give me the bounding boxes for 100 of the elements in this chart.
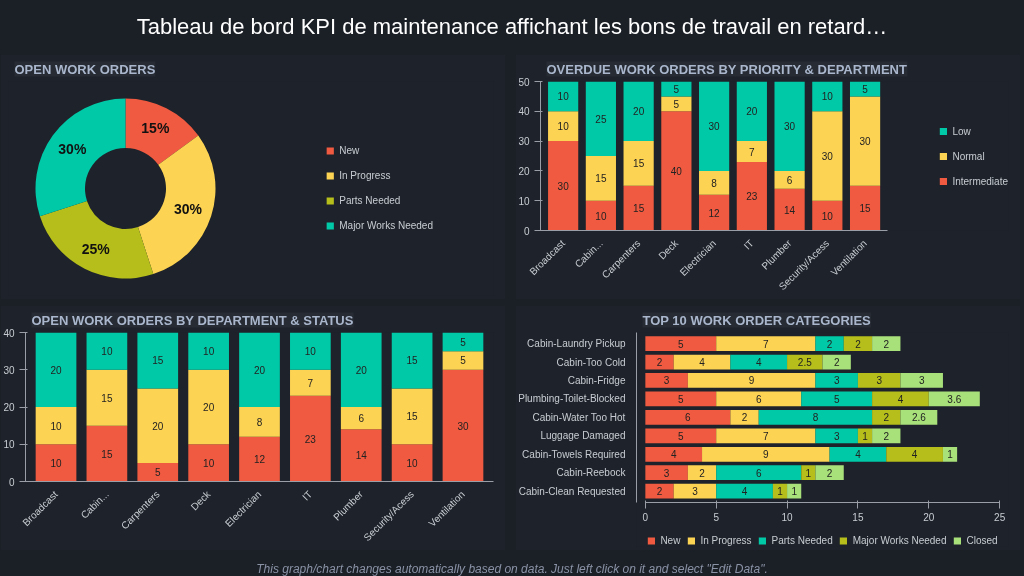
bar: [585, 156, 616, 201]
bar: [673, 354, 731, 370]
bar: [872, 409, 901, 425]
bar: [815, 428, 858, 444]
data-label: 3: [833, 375, 840, 387]
data-label: 6: [755, 467, 762, 479]
data-label: 30: [457, 420, 469, 432]
bar: [645, 373, 688, 388]
data-label: 3: [663, 375, 670, 387]
bar: [774, 170, 805, 189]
bar: [699, 194, 730, 231]
data-label: 4: [670, 449, 677, 461]
data-label: 15: [406, 355, 419, 367]
y-tick-label: Cabin-Clean Requested: [518, 485, 626, 497]
data-label: 1: [791, 486, 798, 498]
data-label: 7: [307, 377, 314, 389]
bar: [702, 446, 830, 462]
legend-label: In Progress: [700, 535, 752, 546]
data-label: 5: [862, 83, 869, 95]
data-label: 1: [777, 486, 784, 498]
data-label: 9: [748, 375, 755, 387]
bar: [687, 373, 816, 388]
x-tick-label: 25: [994, 512, 1006, 524]
bar: [137, 332, 179, 389]
bar: [290, 395, 331, 482]
data-label: 20: [152, 420, 164, 432]
x-tick-label: 15: [852, 512, 864, 524]
bar: [774, 188, 805, 231]
bar: [86, 369, 128, 426]
bar: [886, 446, 943, 462]
bar: [290, 332, 331, 370]
bar: [730, 409, 759, 425]
bar: [687, 465, 717, 481]
data-label: 1: [805, 467, 812, 479]
bar: [340, 332, 382, 407]
data-label: 15: [101, 448, 113, 460]
data-label: 30%: [58, 140, 87, 157]
data-label: 6: [786, 174, 793, 186]
bar: [548, 81, 579, 112]
data-label: 4: [911, 449, 918, 461]
data-label: 5: [678, 338, 684, 350]
data-label: 2: [883, 412, 890, 424]
data-label: 5: [460, 336, 467, 348]
data-label: 14: [784, 204, 796, 216]
bar: [857, 373, 901, 388]
data-label: 30%: [173, 201, 203, 218]
data-label: 40: [670, 165, 683, 177]
bar: [35, 332, 77, 407]
y-tick-label: Cabin-Reebock: [556, 467, 627, 479]
bar: [673, 483, 717, 499]
bar: [585, 200, 616, 231]
data-label: 3.6: [947, 393, 962, 405]
data-label: 5: [154, 467, 161, 479]
data-label: 15: [595, 173, 607, 185]
text: Tableau de bord KPI de maintenance affichant les bons de travail en retard…: [136, 13, 888, 41]
bar: [872, 391, 929, 407]
data-label: 20: [633, 106, 645, 118]
bar: [391, 332, 433, 389]
y-tick-label: 10: [518, 195, 530, 207]
data-label: 20: [50, 364, 63, 376]
data-label: 8: [256, 416, 263, 428]
bar: [699, 81, 730, 171]
bar: [239, 407, 280, 437]
legend-label: Intermediate: [952, 175, 1008, 186]
data-label: 2: [656, 486, 663, 498]
bar: [645, 354, 674, 370]
bar: [86, 425, 128, 482]
bar: [645, 465, 688, 481]
data-label: 4: [699, 357, 706, 369]
x-tick-label: 5: [713, 512, 720, 524]
data-label: 15%: [141, 119, 170, 136]
bar: [815, 465, 844, 481]
data-label: 20: [355, 364, 368, 376]
data-label: 10: [50, 457, 63, 469]
data-label: 6: [755, 393, 762, 405]
bar: [872, 336, 901, 351]
data-label: 6: [685, 412, 692, 424]
legend-label: Parts Needed: [339, 195, 401, 206]
bar: [137, 388, 179, 463]
bar: [815, 373, 858, 388]
y-tick-label: Cabin-Too Cold: [556, 356, 626, 368]
bar: [829, 446, 887, 462]
y-tick-label: 0: [523, 225, 530, 237]
data-label: 15: [859, 203, 872, 215]
y-tick-label: 30: [518, 136, 530, 148]
data-label: 30: [784, 121, 796, 133]
bar: [35, 444, 77, 482]
y-tick-label: Luggage Damaged: [540, 430, 626, 442]
data-label: 2: [741, 412, 748, 424]
data-label: 5: [673, 83, 680, 95]
data-label: 3: [833, 430, 840, 442]
bar: [623, 185, 654, 231]
data-label: 10: [821, 210, 834, 222]
data-label: 2.6: [911, 412, 927, 424]
data-label: 2: [699, 467, 706, 479]
y-tick-label: 20: [3, 402, 15, 413]
data-label: 7: [763, 338, 770, 350]
x-tick-label: 10: [781, 512, 794, 524]
data-label: 5: [678, 430, 684, 442]
data-label: 10: [50, 420, 63, 432]
